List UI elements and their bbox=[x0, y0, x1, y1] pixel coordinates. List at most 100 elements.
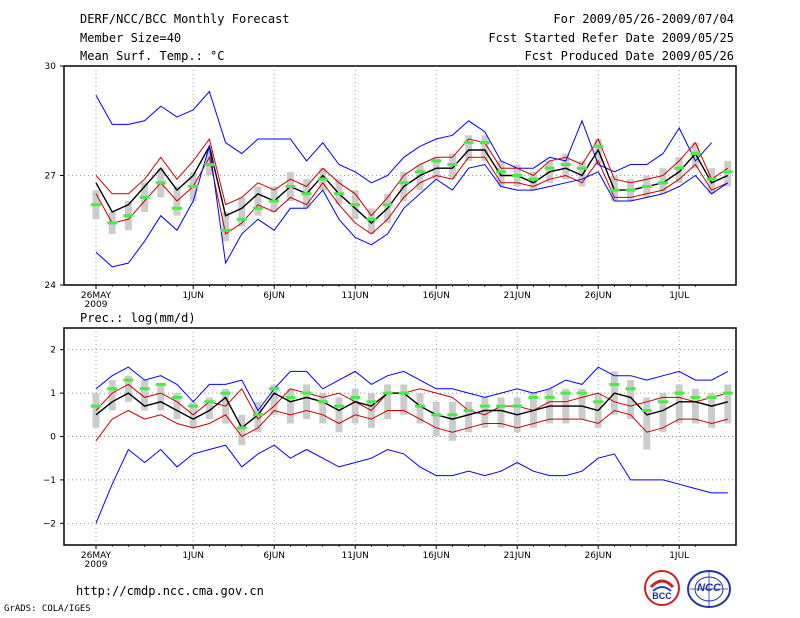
temp-spread-box bbox=[448, 153, 456, 180]
prec-member-marker bbox=[155, 382, 166, 386]
prec-spread-box bbox=[481, 397, 489, 428]
temp-member-marker bbox=[577, 166, 587, 170]
prec-spread-box bbox=[286, 388, 294, 424]
prec-year-label: 2009 bbox=[85, 560, 108, 570]
temp-member-marker bbox=[301, 192, 312, 196]
prec-member-marker bbox=[269, 387, 280, 391]
temp-xtick-label: 11JUN bbox=[341, 291, 368, 301]
prec-spread-box bbox=[708, 393, 716, 428]
prec-member-marker bbox=[447, 413, 458, 417]
prec-ytick-label: −1 bbox=[43, 476, 56, 486]
temp-member-marker bbox=[172, 206, 182, 210]
prec-spread-box bbox=[627, 380, 635, 420]
temp-member-marker bbox=[398, 181, 409, 185]
temp-member-marker bbox=[625, 188, 636, 192]
temp-xtick-label: 26JUN bbox=[584, 291, 611, 301]
temp-spread-box bbox=[205, 149, 213, 176]
temp-spread-box bbox=[497, 160, 505, 187]
prec-spread-box bbox=[335, 397, 343, 433]
prec-upper-line bbox=[95, 383, 728, 420]
prec-ytick-label: 0 bbox=[50, 433, 56, 443]
forecast-started-date: Fcst Started Refer Date 2009/05/25 bbox=[488, 31, 734, 45]
temp-spread-box bbox=[659, 168, 667, 194]
prec-spread-box bbox=[270, 384, 278, 415]
website-url[interactable]: http://cmdp.ncc.cma.gov.cn bbox=[76, 584, 264, 598]
temp-spread-box bbox=[254, 186, 262, 216]
temp-ytick-label: 24 bbox=[45, 281, 57, 291]
prec-member-marker bbox=[350, 395, 361, 399]
temp-xtick-label: 6JUN bbox=[263, 291, 285, 301]
bcc-logo-text: BCC bbox=[652, 591, 672, 601]
prec-spread-box bbox=[400, 384, 408, 415]
prec-max-line bbox=[95, 366, 729, 412]
temp-member-marker bbox=[431, 159, 442, 163]
temp-member-marker bbox=[415, 170, 425, 174]
temp-member-marker bbox=[220, 228, 231, 232]
prec-member-marker bbox=[690, 395, 701, 399]
prec-spread-box bbox=[173, 393, 181, 420]
temp-max-line bbox=[95, 90, 712, 184]
prec-mean-line bbox=[95, 392, 728, 429]
prec-xtick-label: 11JUN bbox=[341, 551, 368, 561]
temp-member-marker bbox=[382, 203, 393, 207]
temp-xtick-label: 16JUN bbox=[422, 291, 449, 301]
temp-member-marker bbox=[269, 199, 280, 203]
temp-member-marker bbox=[317, 177, 328, 181]
temp-member-marker bbox=[204, 163, 215, 167]
temp-member-marker bbox=[512, 174, 523, 177]
prec-min-line bbox=[95, 444, 728, 524]
prec-spread-box bbox=[303, 384, 311, 420]
prec-spread-box bbox=[384, 384, 392, 420]
temp-member-marker bbox=[496, 170, 506, 174]
prec-member-marker bbox=[188, 404, 199, 408]
prec-lower-line bbox=[95, 409, 728, 442]
forecast-produced-date: Fcst Produced Date 2009/05/26 bbox=[524, 49, 734, 63]
prec-xtick-label: 21JUN bbox=[503, 551, 530, 561]
temp-member-marker bbox=[479, 141, 490, 145]
prec-ytick-label: −2 bbox=[43, 519, 56, 529]
temp-spread-box bbox=[562, 153, 570, 180]
prec-spread-box bbox=[108, 380, 116, 411]
prec-spread-box bbox=[124, 375, 132, 402]
temp-member-marker bbox=[91, 203, 101, 207]
prec-ytick-label: 1 bbox=[50, 389, 56, 399]
prec-spread-box bbox=[238, 414, 246, 446]
prec-member-marker bbox=[317, 400, 328, 404]
prec-member-marker bbox=[722, 391, 733, 395]
prec-member-marker bbox=[334, 404, 344, 408]
prec-member-marker bbox=[577, 391, 587, 395]
prec-spread-box bbox=[254, 401, 262, 433]
temp-spread-box bbox=[465, 135, 473, 161]
temp-mean-line bbox=[95, 144, 729, 224]
prec-member-marker bbox=[609, 382, 620, 386]
prec-spread-box bbox=[465, 401, 473, 433]
temp-spread-box bbox=[529, 171, 537, 191]
temp-spread-box bbox=[335, 179, 343, 205]
temp-member-marker bbox=[139, 195, 150, 199]
prec-spread-box bbox=[448, 401, 456, 441]
prec-spread-box bbox=[724, 384, 732, 424]
temp-xtick-label: 1JUL bbox=[669, 291, 689, 301]
prec-spread-box bbox=[691, 388, 699, 424]
prec-member-marker bbox=[560, 391, 571, 395]
ncc-logo-text: NCC bbox=[697, 582, 721, 594]
temp-spread-box bbox=[691, 142, 699, 169]
temp-member-marker bbox=[107, 221, 118, 225]
prec-member-marker bbox=[285, 395, 296, 399]
temp-member-marker bbox=[447, 163, 458, 167]
prec-member-marker bbox=[544, 395, 555, 399]
temp-member-marker bbox=[285, 184, 296, 188]
prec-spread-box bbox=[497, 397, 505, 428]
prec-xtick-label: 16JUN bbox=[422, 551, 449, 561]
temp-member-marker bbox=[544, 166, 555, 170]
temp-year-label: 2009 bbox=[85, 300, 108, 310]
prec-member-marker bbox=[479, 404, 490, 408]
prec-xtick-label: 1JUL bbox=[669, 551, 689, 561]
prec-member-marker bbox=[236, 426, 247, 430]
temp-spread-box bbox=[675, 157, 683, 183]
bcc-logo: BCC bbox=[641, 569, 683, 607]
temp-spread-box bbox=[222, 212, 230, 242]
forecast-period: For 2009/05/26-2009/07/04 bbox=[553, 12, 734, 26]
temp-ytick-label: 30 bbox=[45, 62, 57, 72]
